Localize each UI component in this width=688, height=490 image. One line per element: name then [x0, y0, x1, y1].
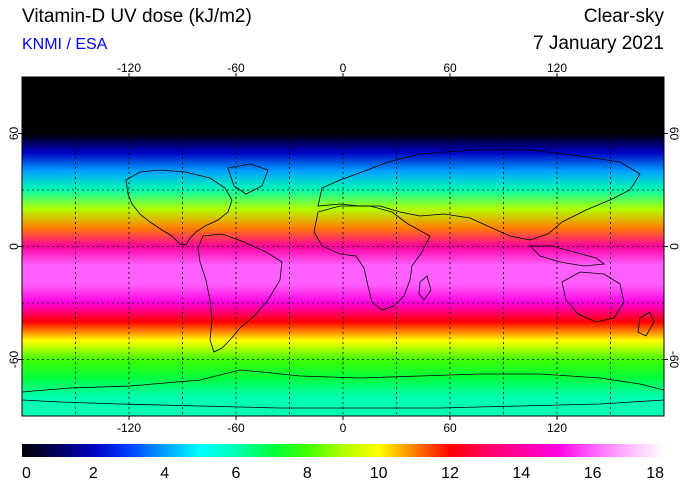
colorbar-tick-label: 12 [441, 465, 459, 482]
longitude-ticks-bottom: -120 -60 0 60 120 [117, 416, 567, 435]
latitude-tick-label: 0 [7, 243, 21, 250]
map-title: Vitamin-D UV dose (kJ/m2) [22, 6, 252, 27]
coastline-north-america [125, 169, 233, 246]
coastline-southeast-asia [529, 245, 606, 267]
longitude-tick-label: -120 [117, 421, 141, 435]
longitude-tick-label: -60 [227, 61, 245, 75]
colorbar-tick-label: 4 [160, 465, 169, 482]
coastline-eurasia [317, 149, 641, 241]
latitude-ticks-left: 60 0 -60 [7, 127, 22, 369]
credit-label: KNMI / ESA [22, 36, 108, 53]
coastlines [22, 149, 664, 409]
coastline-antarctica [22, 369, 664, 409]
longitude-tick-label: 120 [547, 61, 567, 75]
colorbar-tick-label: 14 [512, 465, 530, 482]
latitude-tick-label: -60 [667, 351, 681, 369]
colorbar-tick-label: 6 [232, 465, 241, 482]
coastline-australia [561, 271, 625, 323]
colorbar-tick-label: 2 [89, 465, 98, 482]
longitude-tick-label: 120 [547, 421, 567, 435]
colorbar-strip [22, 444, 664, 457]
colorbar-tick-label: 10 [370, 465, 388, 482]
date-label: 7 January 2021 [533, 33, 664, 54]
longitude-tick-label: -120 [117, 61, 141, 75]
coastline-africa [313, 205, 431, 311]
colorbar-ticks: 0 2 4 6 8 10 12 14 16 18 [22, 465, 664, 482]
graticule [22, 77, 664, 416]
longitude-tick-label: 0 [340, 421, 347, 435]
coastline-new-zealand [637, 311, 655, 337]
colorbar-tick-label: 18 [646, 465, 664, 482]
colorbar-tick-label: 0 [22, 465, 31, 482]
latitude-tick-label: 60 [7, 127, 21, 141]
sky-mode-label: Clear-sky [583, 6, 664, 27]
coastline-madagascar [418, 275, 432, 301]
map-area[interactable] [21, 76, 665, 417]
latitude-tick-label: -60 [7, 351, 21, 369]
longitude-tick-label: 0 [340, 61, 347, 75]
longitude-tick-label: 60 [443, 421, 457, 435]
longitude-ticks-top: -120 -60 0 60 120 [117, 61, 567, 77]
colorbar-tick-label: 8 [303, 465, 312, 482]
latitude-tick-label: 0 [667, 243, 681, 250]
colorbar: 0 2 4 6 8 10 12 14 16 18 [22, 444, 664, 482]
latitude-tick-label: 60 [667, 127, 681, 141]
coastline-south-america [197, 233, 283, 353]
coastline-greenland [227, 163, 269, 195]
colorbar-tick-label: 16 [584, 465, 602, 482]
latitude-ticks-right: 60 0 -60 [664, 127, 681, 369]
longitude-tick-label: 60 [443, 61, 457, 75]
longitude-tick-label: -60 [227, 421, 245, 435]
